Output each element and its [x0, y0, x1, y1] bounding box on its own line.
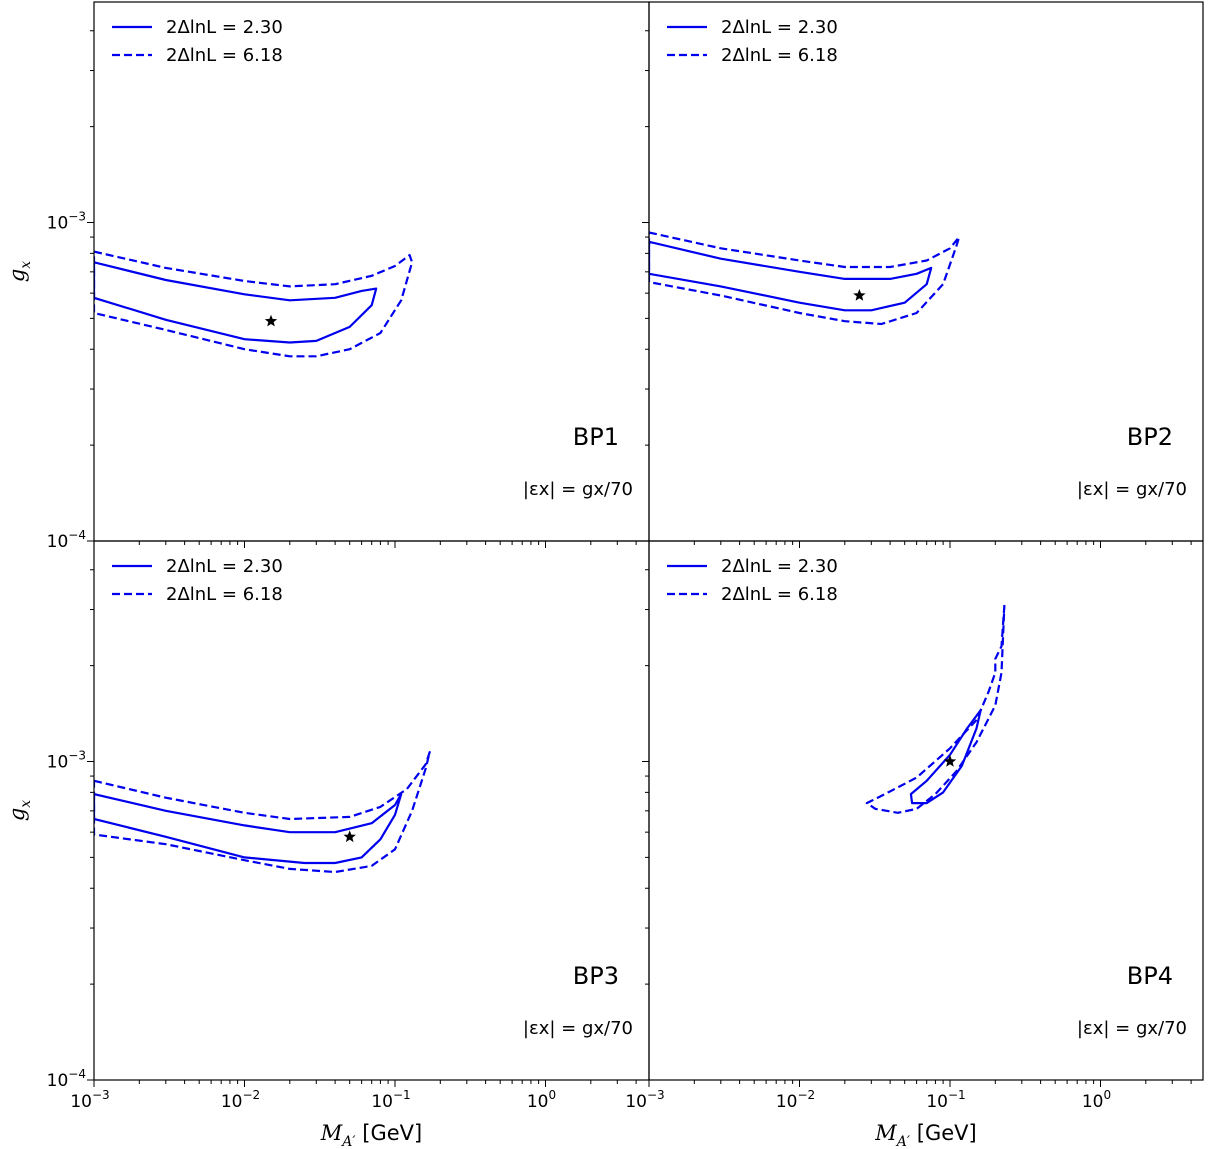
x-tick-label: 10−2	[221, 1088, 260, 1112]
coupling-annotation: |εx| = gx/70	[1077, 1018, 1187, 1039]
benchmark-label: BP3	[573, 962, 619, 990]
contour-2.30-line	[649, 240, 933, 312]
panel-bp2: 2ΔlnL = 2.30 2ΔlnL = 6.18 BP2 |εx| = gx/70	[642, 1, 1204, 548]
contour-2.30-line	[909, 709, 982, 805]
contour-2.30-line	[94, 793, 403, 865]
plot-area	[865, 604, 1006, 814]
axes-frame	[648, 540, 1204, 1081]
y-tick-label: 10−3	[47, 749, 86, 773]
axes-frame	[648, 1, 1204, 542]
best-fit-star	[343, 830, 356, 843]
legend: 2ΔlnL = 2.30 2ΔlnL = 6.18	[667, 17, 838, 66]
x-axis-label: MA′ [GeV]	[874, 1121, 976, 1149]
y-tick-label: 10−4	[47, 1067, 86, 1091]
x-tick-label: 10−3	[70, 1088, 109, 1112]
best-fit-star	[943, 755, 957, 767]
legend-entry-2.30: 2ΔlnL = 2.30	[166, 556, 283, 577]
plot-area	[94, 751, 431, 874]
axes-frame	[93, 1, 650, 542]
legend-entry-2.30: 2ΔlnL = 2.30	[721, 17, 838, 38]
plot-area	[94, 250, 414, 358]
contour-6.18-line	[865, 604, 1006, 814]
x-tick-label: 10−2	[776, 1088, 815, 1112]
coupling-annotation: |εx| = gx/70	[1077, 479, 1187, 500]
contour-6.18-line	[94, 751, 431, 874]
legend-entry-2.30: 2ΔlnL = 2.30	[166, 17, 283, 38]
benchmark-label: BP2	[1127, 423, 1173, 451]
panel-bp4: 2ΔlnL = 2.30 2ΔlnL = 6.18 BP4 |εx| = gx/70	[642, 540, 1204, 1087]
x-tick-label: 100	[527, 1088, 556, 1112]
legend-entry-6.18: 2ΔlnL = 6.18	[721, 45, 838, 66]
legend: 2ΔlnL = 2.30 2ΔlnL = 6.18	[112, 556, 283, 605]
benchmark-label: BP1	[573, 423, 619, 451]
y-axis-label: gx	[5, 261, 34, 282]
x-tick-label: 100	[1082, 1088, 1111, 1112]
x-tick-label: 10−1	[371, 1088, 410, 1112]
coupling-annotation: |εx| = gx/70	[523, 479, 633, 500]
best-fit-star	[264, 314, 278, 327]
panel-bp1: 2ΔlnL = 2.30 2ΔlnL = 6.18 BP1 |εx| = gx/70	[87, 1, 650, 548]
contour-6.18-line	[649, 231, 961, 326]
legend: 2ΔlnL = 2.30 2ΔlnL = 6.18	[667, 556, 838, 605]
plot-area	[649, 231, 961, 326]
contour-6.18-line	[94, 250, 414, 358]
legend: 2ΔlnL = 2.30 2ΔlnL = 6.18	[112, 17, 283, 66]
x-axis-label: MA′ [GeV]	[320, 1121, 422, 1149]
legend-entry-6.18: 2ΔlnL = 6.18	[166, 584, 283, 605]
y-axis-label: gx	[5, 800, 34, 821]
x-tick-label: 10−1	[926, 1088, 965, 1112]
y-tick-label: 10−3	[47, 210, 86, 234]
panel-bp3: 2ΔlnL = 2.30 2ΔlnL = 6.18 BP3 |εx| = gx/70	[87, 540, 650, 1087]
coupling-annotation: |εx| = gx/70	[523, 1018, 633, 1039]
benchmark-label: BP4	[1127, 962, 1173, 990]
y-tick-label: 10−4	[47, 528, 86, 552]
best-fit-star	[853, 289, 866, 301]
contour-2.30-line	[94, 261, 378, 344]
legend-entry-6.18: 2ΔlnL = 6.18	[166, 45, 283, 66]
legend-entry-6.18: 2ΔlnL = 6.18	[721, 584, 838, 605]
x-tick-label: 10−3	[625, 1088, 664, 1112]
legend-entry-2.30: 2ΔlnL = 2.30	[721, 556, 838, 577]
